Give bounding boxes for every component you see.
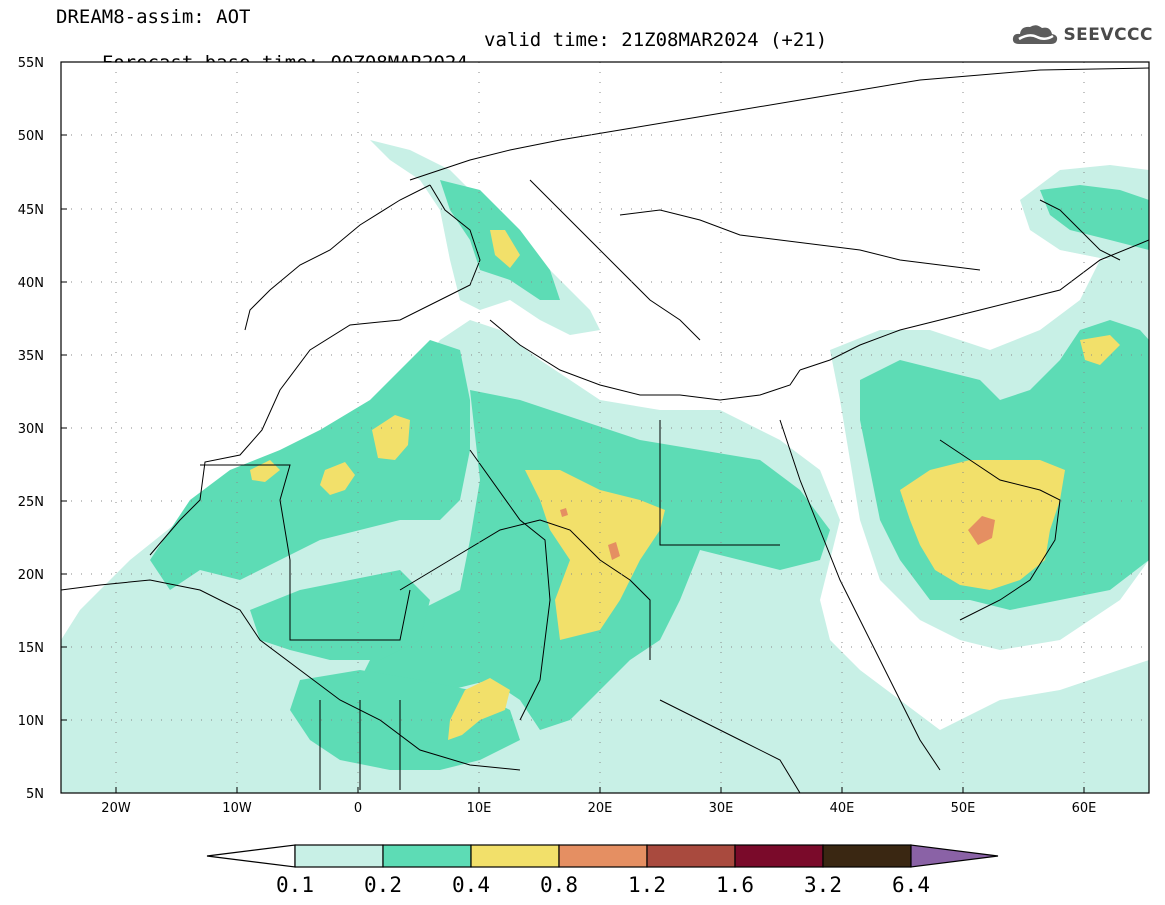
latitude-labels: 55N 50N 45N 40N 35N 30N 25N 20N 15N 10N … <box>18 56 44 802</box>
lat-label: 30N <box>18 422 44 437</box>
lon-label: 10E <box>467 801 492 816</box>
colorbar-labels: 0.1 0.2 0.4 0.8 1.2 1.6 3.2 6.4 <box>276 873 930 897</box>
colorbar-segment <box>558 844 648 868</box>
colorbar-label: 0.8 <box>540 873 578 897</box>
aot-contour-0.8 <box>560 508 995 560</box>
lat-label: 25N <box>18 495 44 510</box>
lat-label: 50N <box>18 129 44 144</box>
colorbar-label: 0.1 <box>276 873 314 897</box>
lon-label: 0 <box>354 801 362 816</box>
colorbar-label: 0.4 <box>452 873 490 897</box>
colorbar-label: 0.2 <box>364 873 402 897</box>
colorbar-segment <box>646 844 736 868</box>
colorbar-underflow-arrow <box>206 844 296 868</box>
lat-label: 40N <box>18 276 44 291</box>
longitude-labels: 20W 10W 0 10E 20E 30E 40E 50E 60E <box>101 801 1096 816</box>
colorbar-segment <box>734 844 824 868</box>
cloud-icon <box>1013 25 1058 44</box>
colorbar-segment <box>470 844 560 868</box>
lat-label: 45N <box>18 203 44 218</box>
lat-label: 20N <box>18 568 44 583</box>
lon-label: 30E <box>709 801 734 816</box>
lon-label: 50E <box>951 801 976 816</box>
colorbar-label: 1.2 <box>628 873 666 897</box>
axis-ticks <box>61 61 1085 794</box>
colorbar-segment <box>822 844 912 868</box>
colorbar-label: 1.6 <box>716 873 754 897</box>
model-title: DREAM8-assim: AOT <box>56 6 251 28</box>
lon-label: 40E <box>830 801 855 816</box>
lon-label: 60E <box>1072 801 1097 816</box>
lat-label: 55N <box>18 56 44 71</box>
lon-label: 20E <box>588 801 613 816</box>
valid-time: valid time: 21Z08MAR2024 (+21) <box>484 29 828 51</box>
logo-text: SEEVCCC <box>1063 25 1153 45</box>
coastlines-borders <box>61 67 1149 793</box>
colorbar-label: 3.2 <box>804 873 842 897</box>
lat-label: 15N <box>18 641 44 656</box>
lon-label: 20W <box>101 801 131 816</box>
seevccc-logo: SEEVCCC <box>1011 22 1153 48</box>
colorbar-segment <box>382 844 472 868</box>
colorbar <box>206 844 999 868</box>
colorbar-segment <box>294 844 384 868</box>
colorbar-label: 6.4 <box>892 873 930 897</box>
lat-label: 10N <box>18 714 44 729</box>
lat-label: 5N <box>26 787 44 802</box>
colorbar-overflow-arrow <box>910 844 999 868</box>
lat-label: 35N <box>18 349 44 364</box>
lon-label: 10W <box>222 801 252 816</box>
